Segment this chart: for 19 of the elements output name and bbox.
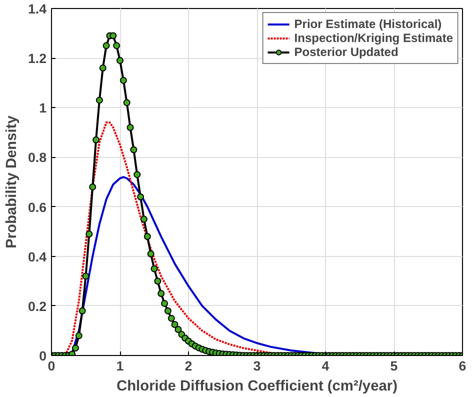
x-tick-label: 6 bbox=[458, 358, 466, 374]
legend-label: Prior Estimate (Historical) bbox=[294, 17, 442, 31]
y-tick-label: 1 bbox=[39, 100, 48, 116]
y-tick-label: 0.2 bbox=[28, 298, 47, 314]
y-axis-title: Probability Density bbox=[4, 114, 20, 248]
legend-label: Posterior Updated bbox=[294, 45, 398, 59]
y-tick-label: 0 bbox=[39, 348, 47, 364]
x-tick-label: 5 bbox=[390, 358, 398, 374]
x-tick-label: 4 bbox=[322, 358, 330, 374]
x-tick-label: 2 bbox=[184, 358, 192, 374]
y-tick-label: 0.4 bbox=[28, 249, 48, 264]
y-tick-label: 1.2 bbox=[28, 51, 47, 66]
y-tick-label: 1.4 bbox=[28, 2, 48, 16]
x-axis-title: Chloride Diffusion Coefficient (cm²/year) bbox=[116, 378, 398, 394]
y-tick-label: 0.6 bbox=[28, 200, 47, 215]
x-tick-label: 3 bbox=[253, 358, 261, 374]
y-tick-label: 0.8 bbox=[28, 150, 47, 166]
legend-label: Inspection/Kriging Estimate bbox=[294, 31, 453, 45]
x-tick-label: 1 bbox=[116, 358, 124, 374]
